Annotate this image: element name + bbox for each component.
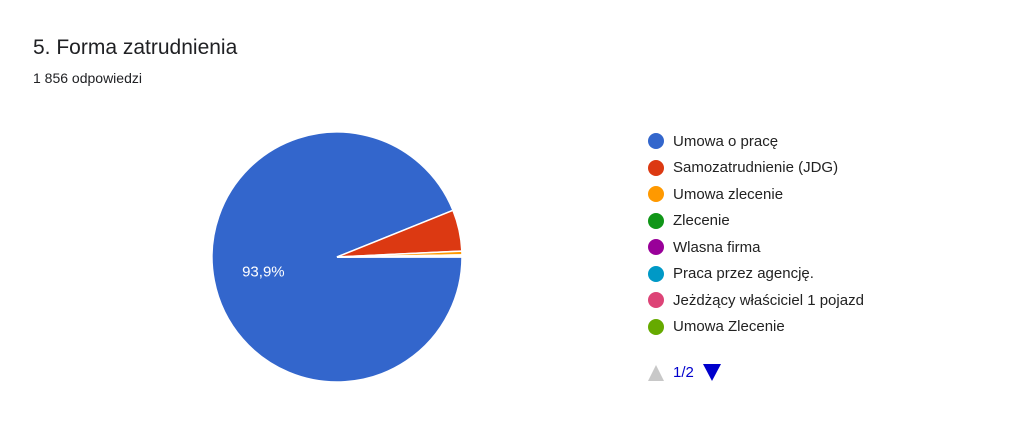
legend-color-dot — [648, 265, 664, 282]
legend: Umowa o pracę Samozatrudnienie (JDG) Umowa… — [648, 128, 864, 340]
legend-item[interactable]: Wlasna firma — [648, 234, 864, 261]
legend-item[interactable]: Praca przez agencję. — [648, 261, 864, 288]
response-count: 1 856 odpowiedzi — [33, 70, 142, 86]
legend-label: Zlecenie — [673, 212, 730, 230]
legend-color-dot — [648, 292, 664, 309]
chart-title: 5. Forma zatrudnienia — [33, 36, 238, 59]
legend-label: Wlasna firma — [673, 238, 761, 256]
legend-color-dot — [648, 212, 664, 229]
next-page-icon[interactable] — [702, 364, 721, 381]
legend-color-dot — [648, 318, 664, 335]
legend-item[interactable]: Jeżdżący właściciel 1 pojazd — [648, 287, 864, 314]
legend-label: Praca przez agencję. — [673, 265, 814, 283]
slice-data-label: 93,9% — [242, 263, 285, 280]
legend-color-dot — [648, 186, 664, 203]
legend-item[interactable]: Umowa zlecenie — [648, 181, 864, 208]
legend-pager: 1/2 — [648, 364, 721, 381]
legend-color-dot — [648, 239, 664, 256]
legend-item[interactable]: Zlecenie — [648, 208, 864, 235]
page-indicator: 1/2 — [673, 364, 694, 381]
legend-item[interactable]: Umowa Zlecenie — [648, 314, 864, 341]
legend-label: Umowa zlecenie — [673, 185, 784, 203]
legend-color-dot — [648, 159, 664, 176]
legend-label: Jeżdżący właściciel 1 pojazd — [673, 291, 864, 309]
previous-page-icon — [648, 364, 664, 381]
legend-item[interactable]: Samozatrudnienie (JDG) — [648, 155, 864, 182]
legend-label: Umowa o pracę — [673, 132, 779, 150]
legend-item[interactable]: Umowa o pracę — [648, 128, 864, 155]
legend-label: Samozatrudnienie (JDG) — [673, 159, 839, 177]
legend-color-dot — [648, 133, 664, 150]
legend-label: Umowa Zlecenie — [673, 318, 785, 336]
